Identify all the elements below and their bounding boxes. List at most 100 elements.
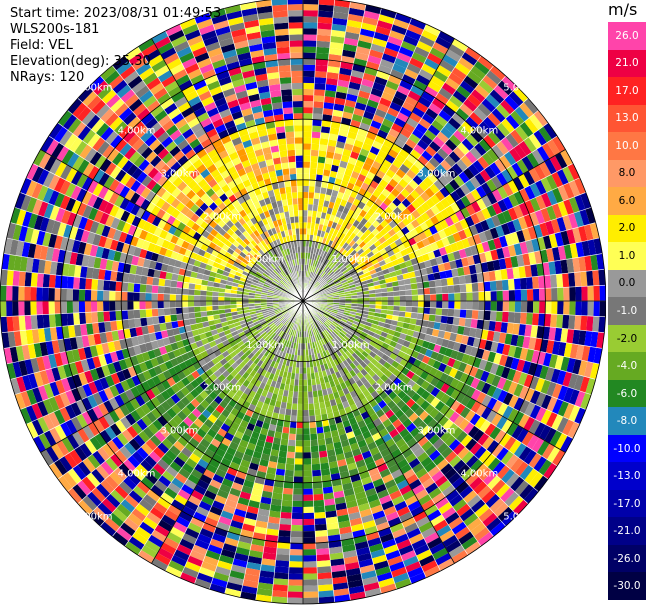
ppi-gate: [312, 475, 323, 483]
ppi-gate: [465, 204, 476, 216]
ppi-gate: [310, 286, 315, 292]
ppi-gate: [317, 156, 326, 164]
ppi-gate: [447, 285, 455, 294]
ppi-gate: [390, 187, 401, 198]
ppi-gate: [96, 290, 104, 301]
ppi-gate: [175, 307, 183, 315]
ppi-gate: [127, 282, 135, 293]
ppi-gate: [303, 409, 310, 417]
ppi-gate: [335, 251, 342, 259]
ppi-gate: [381, 53, 397, 64]
ppi-gate: [580, 315, 588, 331]
ppi-gate: [363, 228, 372, 237]
ppi-gate: [309, 271, 313, 278]
ppi-gate: [396, 192, 406, 203]
ppi-gate: [294, 458, 303, 465]
ppi-gate: [286, 451, 296, 459]
ppi-gate: [353, 264, 361, 271]
ppi-gate: [400, 40, 417, 52]
ppi-gate: [330, 121, 341, 130]
ppi-gate: [365, 261, 374, 268]
ppi-gate: [481, 194, 492, 208]
ppi-gate: [361, 142, 373, 152]
ppi-gate: [435, 337, 444, 346]
ppi-gate: [316, 268, 322, 275]
ppi-gate: [344, 168, 353, 177]
ppi-gate: [409, 112, 422, 124]
ppi-gate: [425, 198, 436, 209]
ppi-gate: [554, 327, 563, 342]
ppi-gate: [507, 278, 515, 291]
ppi-gate: [359, 148, 370, 158]
ppi-gate: [505, 114, 520, 130]
ppi-gate: [400, 327, 409, 335]
ppi-gate: [314, 517, 327, 525]
ppi-gate: [453, 284, 461, 294]
ppi-gate: [419, 221, 429, 232]
ppi-gate: [544, 158, 557, 175]
ppi-gate: [420, 165, 432, 177]
ppi-gate: [330, 164, 340, 173]
ppi-gate: [568, 389, 580, 406]
ppi-gate: [420, 268, 428, 276]
ppi-gate: [507, 244, 517, 257]
ppi-gate: [350, 69, 365, 79]
ppi-gate: [335, 281, 342, 287]
ppi-gate: [360, 264, 368, 271]
ppi-gate: [275, 468, 286, 476]
ppi-gate: [461, 353, 471, 364]
ppi-gate: [310, 222, 316, 230]
ppi-gate: [396, 52, 412, 63]
ppi-gate: [373, 31, 390, 42]
ppi-gate: [501, 311, 509, 323]
ppi-gate: [347, 156, 358, 166]
ppi-gate: [169, 301, 176, 308]
ppi-gate: [529, 211, 540, 227]
ppi-gate: [396, 133, 409, 144]
ppi-gate: [307, 216, 312, 223]
ppi-gate: [443, 226, 453, 237]
ppi-gate: [363, 271, 371, 278]
ppi-gate: [384, 183, 395, 193]
ppi-gate: [303, 246, 306, 253]
ppi-gate: [337, 310, 344, 315]
ppi-gate: [158, 315, 166, 324]
ppi-gate: [389, 101, 403, 113]
ppi-gate: [383, 47, 399, 58]
ppi-gate: [363, 176, 373, 186]
ppi-gate: [536, 145, 550, 162]
ppi-gate: [342, 174, 351, 183]
ppi-gate: [435, 211, 445, 223]
ppi-gate: [303, 579, 318, 586]
ppi-gate: [556, 273, 564, 288]
ppi-gate: [435, 239, 445, 249]
ppi-gate: [404, 283, 412, 291]
ppi-gate: [430, 194, 441, 205]
ppi-gate: [430, 215, 440, 226]
ppi-gate: [316, 284, 322, 290]
ppi-gate: [139, 309, 147, 319]
ppi-gate: [375, 301, 382, 306]
ppi-gate: [574, 177, 586, 195]
ppi-gate: [428, 156, 441, 169]
ppi-gate: [303, 197, 309, 205]
ppi-gate: [351, 113, 363, 123]
ppi-gate: [303, 591, 319, 598]
ppi-gate: [472, 253, 481, 265]
ppi-gate: [448, 293, 455, 301]
ppi-gate: [563, 287, 570, 301]
ppi-gate: [343, 105, 355, 114]
ppi-gate: [504, 95, 520, 111]
ppi-gate: [352, 165, 363, 174]
ppi-gate: [534, 337, 543, 352]
ppi-gate: [458, 57, 474, 71]
ppi-gate: [510, 129, 524, 145]
ppi-gate: [336, 238, 343, 246]
ppi-gate: [451, 112, 466, 126]
ppi-gate: [562, 273, 570, 288]
ppi-gate: [303, 470, 313, 477]
ppi-gate: [417, 301, 425, 308]
ppi-gate: [568, 272, 576, 288]
ppi-gate: [321, 264, 327, 271]
ppi-gate: [347, 265, 354, 272]
